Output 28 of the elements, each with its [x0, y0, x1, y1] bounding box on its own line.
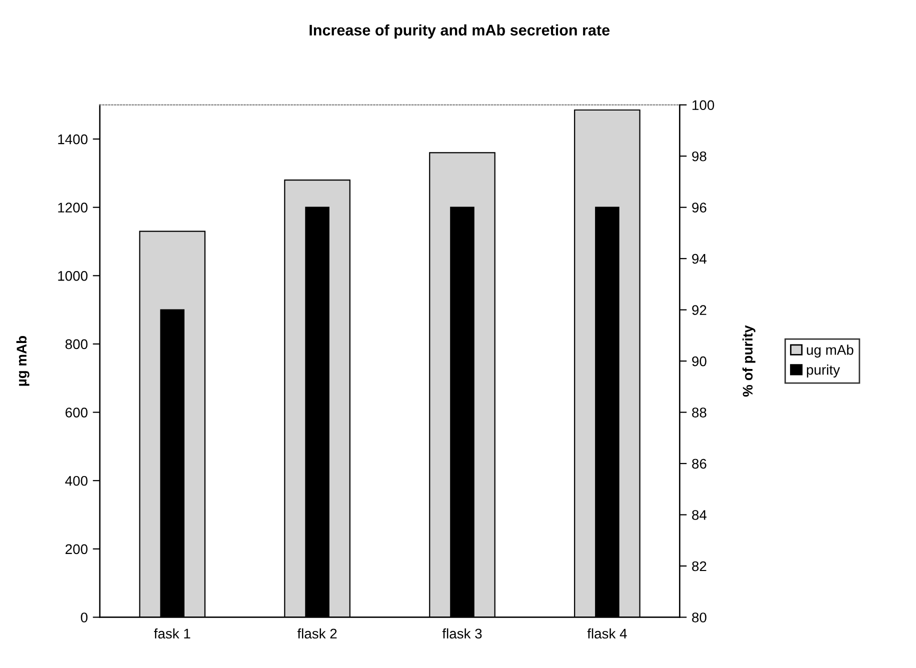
y2-tick-label: 92 — [692, 305, 706, 315]
y2-tick-label: 96 — [692, 202, 706, 213]
x-tick-label: flask 3 — [442, 628, 482, 639]
y2-tick-label: 80 — [692, 612, 706, 622]
legend-label: purity — [806, 364, 840, 378]
y2-tick-label: 86 — [692, 458, 706, 469]
y-tick-label: 200 — [66, 544, 88, 554]
y2-tick-label: 88 — [692, 408, 706, 418]
y-tick-label: 1400 — [58, 134, 88, 144]
y-tick-label: 400 — [65, 476, 88, 486]
y2-tick-label: 90 — [692, 356, 706, 366]
y2-tick-label: 82 — [692, 561, 706, 572]
y-axis-title: µg mAb — [16, 336, 30, 386]
x-tick-label: flask 2 — [297, 628, 337, 639]
x-tick-label: flask 4 — [587, 628, 627, 639]
legend-label: ug mAb — [806, 344, 854, 358]
y2-axis-title: % of purity — [742, 325, 756, 397]
y-tick-label: 0 — [80, 612, 88, 622]
y2-tick-label: 94 — [692, 254, 707, 264]
y2-tick-label: 84 — [692, 510, 707, 520]
x-tick-label: fask 1 — [154, 628, 190, 639]
y-tick-label: 1200 — [58, 202, 88, 213]
y-tick-label: 1000 — [58, 270, 88, 281]
y2-tick-label: 98 — [692, 151, 706, 162]
chart-title: Increase of purity and mAb secretion rate — [310, 24, 610, 39]
y-tick-label: 800 — [65, 339, 88, 350]
y-tick-label: 600 — [66, 408, 88, 418]
y2-tick-label: 100 — [692, 100, 714, 110]
